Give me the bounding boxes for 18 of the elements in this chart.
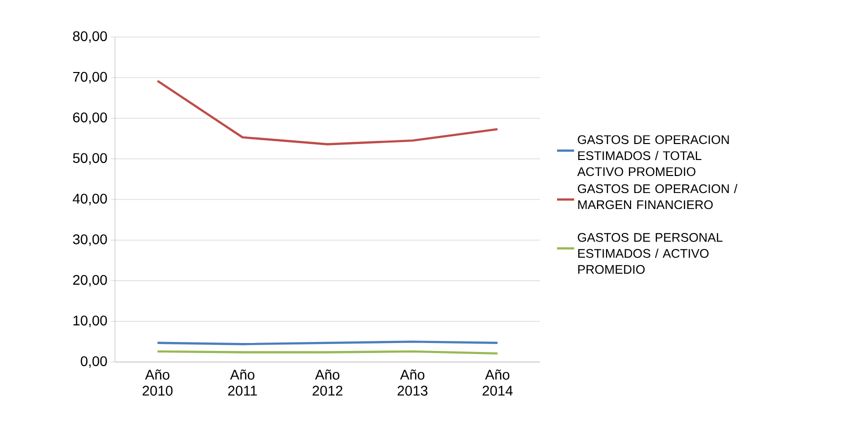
legend-label: GASTOS DE OPERACION ESTIMADOS / TOTAL ACTIVO PROMEDIO — [577, 135, 729, 176]
y-tick-label: 60,00 — [73, 112, 107, 124]
x-tick-label: Año 2014 — [482, 370, 513, 396]
x-tick-label: Año 2011 — [228, 370, 257, 396]
y-tick-label: 40,00 — [72, 194, 107, 206]
y-tick-label: 80,00 — [73, 31, 107, 43]
legend-label: GASTOS DE PERSONAL ESTIMADOS / ACTIVO PROMEDIO — [578, 233, 722, 274]
y-tick-label: 50,00 — [73, 153, 107, 165]
y-tick-label: 20,00 — [73, 274, 107, 287]
y-tick-label: 10,00 — [74, 316, 107, 328]
x-tick-label: Año 2013 — [398, 370, 428, 396]
line-series — [156, 80, 499, 146]
y-tick-label: 70,00 — [73, 72, 107, 84]
y-tick-label: 0,00 — [80, 356, 107, 368]
y-tick-label: 30,00 — [72, 234, 107, 246]
x-tick-label: Año 2012 — [312, 370, 342, 396]
x-tick-label: Año 2010 — [142, 370, 173, 396]
legend-label: GASTOS DE OPERACION / MARGEN FINANCIERO — [578, 184, 738, 210]
